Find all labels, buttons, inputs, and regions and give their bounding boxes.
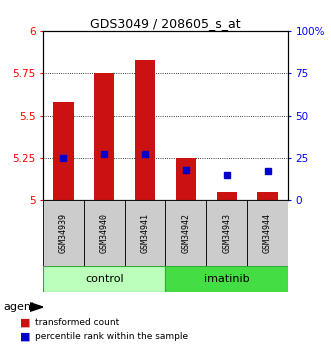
Bar: [53, 102, 73, 200]
Bar: [176, 158, 196, 200]
Text: agent: agent: [3, 302, 36, 312]
Bar: [43, 266, 166, 292]
Bar: [135, 60, 155, 200]
Bar: [94, 73, 115, 200]
Polygon shape: [30, 303, 43, 312]
Bar: [206, 200, 247, 266]
Bar: [166, 266, 288, 292]
Text: ■: ■: [20, 332, 30, 341]
Text: GSM34939: GSM34939: [59, 213, 68, 253]
Bar: [125, 200, 166, 266]
Text: percentile rank within the sample: percentile rank within the sample: [35, 332, 188, 341]
Text: ■: ■: [20, 318, 30, 327]
Bar: [216, 192, 237, 200]
Text: GSM34943: GSM34943: [222, 213, 231, 253]
Bar: [257, 192, 278, 200]
Text: imatinib: imatinib: [204, 274, 250, 284]
Text: transformed count: transformed count: [35, 318, 119, 327]
Bar: [43, 200, 84, 266]
Text: GSM34941: GSM34941: [141, 213, 150, 253]
Title: GDS3049 / 208605_s_at: GDS3049 / 208605_s_at: [90, 17, 241, 30]
Bar: [166, 200, 206, 266]
Text: control: control: [85, 274, 123, 284]
Text: GSM34944: GSM34944: [263, 213, 272, 253]
Bar: [84, 200, 125, 266]
Bar: [247, 200, 288, 266]
Text: GSM34942: GSM34942: [181, 213, 190, 253]
Text: GSM34940: GSM34940: [100, 213, 109, 253]
